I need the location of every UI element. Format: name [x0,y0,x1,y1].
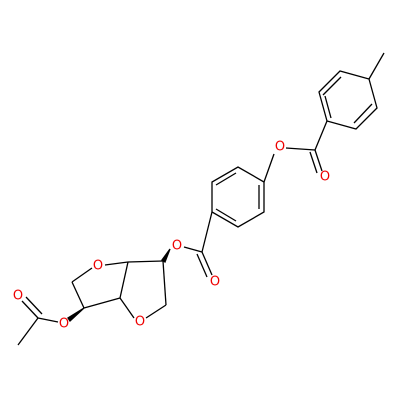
bond [37,317,59,323]
bonds [17,52,385,346]
bond [104,261,129,266]
methyl-bond [368,52,385,80]
atom-label: O [59,317,69,332]
carbonyl-bond [21,300,39,319]
bond [119,261,129,299]
atom-label: O [275,140,285,155]
bond [162,260,167,306]
ring [211,166,265,228]
double-bond [353,103,373,124]
bond [263,153,275,183]
atom-label: O [172,239,182,254]
ring [318,70,378,130]
atom-label: O [13,289,23,304]
methyl-bond [17,317,39,346]
bond [183,246,203,253]
bond [83,297,121,309]
double-bond [324,95,332,119]
bond [71,281,85,309]
carbonyl-bond [25,296,43,315]
bond [71,267,93,283]
atom-labels: O O O O O O O O [13,140,330,332]
double-bond [322,76,342,96]
carbonyl-bond [309,151,318,174]
bond [285,147,316,151]
carbonyl-bond [196,253,208,278]
bond [119,297,135,319]
atom-label: O [135,315,145,330]
bond [201,211,213,253]
double-bond [215,172,237,186]
bond [145,304,167,319]
double-bond [215,208,237,222]
wedge-bond [67,307,85,322]
carbonyl-bond [201,251,213,276]
bond [127,260,164,263]
wedge-bond [161,248,171,263]
atom-label: O [210,275,220,290]
bond [314,120,328,151]
atom-label: O [93,259,103,274]
atom-label: O [320,170,330,185]
carbonyl-bond [314,149,323,172]
